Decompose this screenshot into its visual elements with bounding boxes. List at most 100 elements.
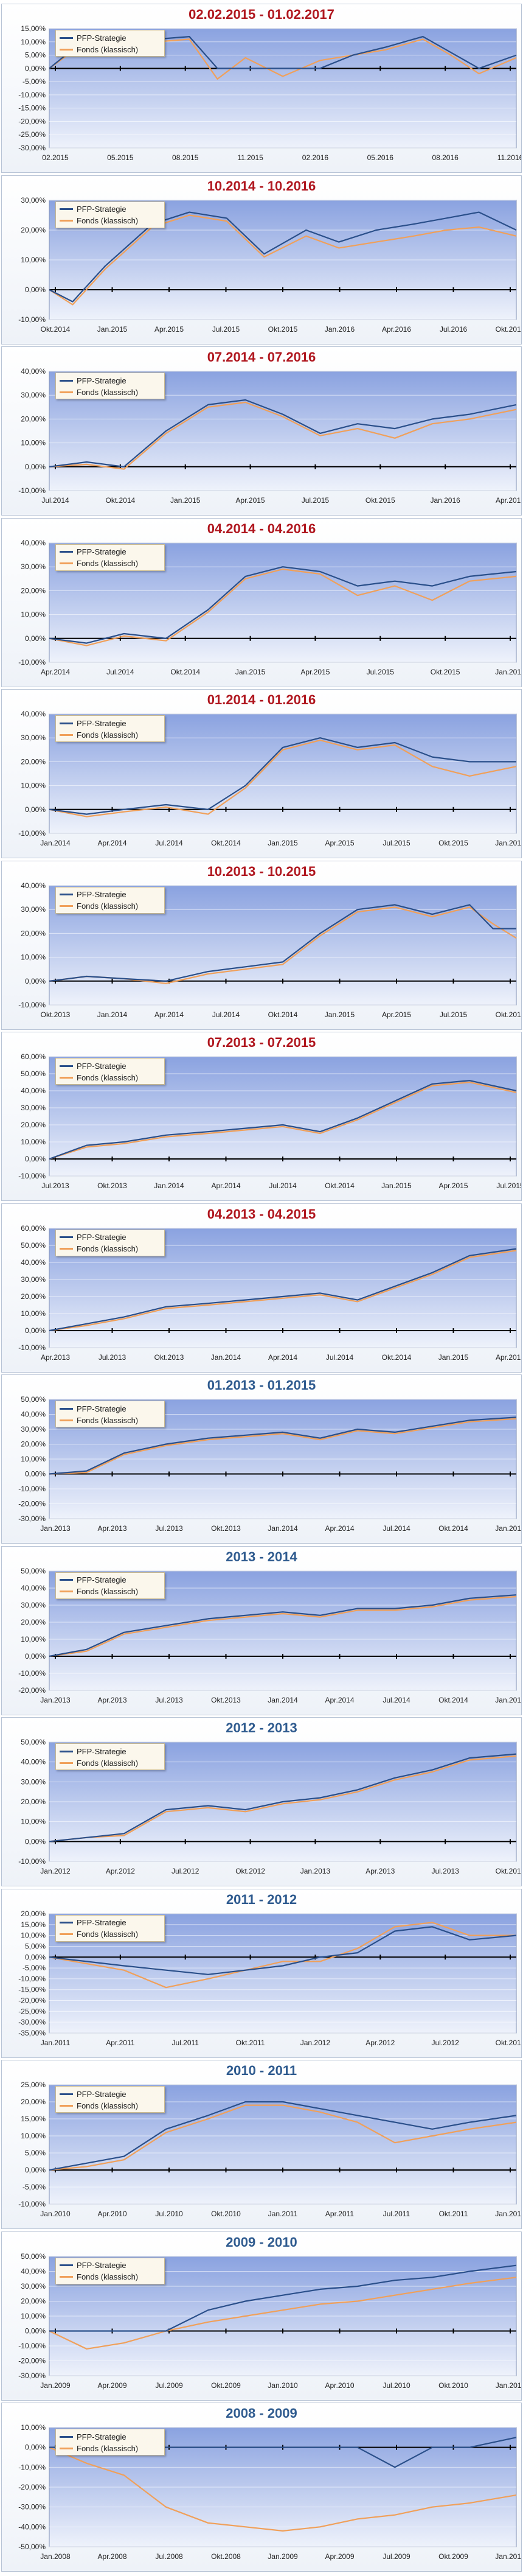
series-line-strategy [49,1753,517,1843]
y-tick-label: 10,00% [21,1138,46,1146]
x-tick-label: Jan.2015 [495,1524,521,1533]
y-tick-label: -35,00% [18,2029,46,2037]
x-tick-label: Okt.2008 [211,2552,241,2561]
legend-swatch [60,894,73,895]
y-tick-label: 0,00% [25,64,46,72]
legend: PFP-Strategie Fonds (klassisch) [55,1914,165,1942]
x-tick-label: Jan.2012 [495,2210,521,2218]
x-tick-label: Okt.2016 [496,325,521,334]
legend-swatch [60,1076,73,1079]
x-tick-label: Apr.2014 [211,1181,240,1190]
y-tick-label: 40,00% [21,881,46,890]
x-tick-label: Jul.2009 [155,2381,183,2390]
y-tick-label: -10,00% [18,829,46,838]
x-tick-label: Okt.2011 [236,2039,265,2047]
chart-title: 02.02.2015 - 01.02.2017 [189,7,334,22]
legend-item: PFP-Strategie [60,2260,126,2271]
legend-swatch [60,2276,73,2278]
x-tick-label: 02.2016 [302,153,329,162]
legend: PFP-Strategie Fonds (klassisch) [55,2257,165,2284]
y-tick-label: 0,00% [25,463,46,471]
legend-swatch [60,722,73,724]
chart-title: 10.2014 - 10.2016 [207,178,316,194]
legend-item: Fonds (klassisch) [60,1072,138,1083]
x-tick-label: Jul.2011 [171,2039,199,2047]
y-tick-label: 30,00% [21,733,46,742]
x-tick-label: Jan.2016 [495,668,521,676]
y-tick-label: -30,00% [18,2503,46,2511]
y-tick-label: 40,00% [21,539,46,547]
y-tick-label: 40,00% [21,1087,46,1095]
chart-title: 04.2013 - 04.2015 [207,1206,316,1222]
legend-label: Fonds (klassisch) [77,1415,139,1425]
x-tick-label: Jan.2008 [40,2552,71,2561]
x-tick-label: Apr.2015 [154,325,184,334]
legend-label: PFP-Strategie [77,1061,126,1071]
x-tick-label: Jan.2015 [97,325,128,334]
x-tick-label: Jan.2015 [325,1010,355,1019]
y-tick-label: 10,00% [21,1818,46,1826]
y-tick-label: -30,00% [18,144,46,152]
series-line-strategy [49,565,517,644]
x-tick-label: Jan.2015 [495,1696,521,1704]
x-tick-label: Apr.2015 [236,496,265,505]
y-tick-label: 20,00% [21,1618,46,1626]
x-tick-label: Apr.2014 [325,1524,354,1533]
y-tick-label: -10,00% [18,1001,46,1009]
legend-item: PFP-Strategie [60,547,126,558]
chart-panel: 01.2014 - 01.2016 40,00% 30,00% 20,00% 10,00… [1,689,522,858]
legend-item: Fonds (klassisch) [60,729,138,740]
legend-label: PFP-Strategie [77,718,126,728]
x-tick-label: Okt.2013 [211,1524,241,1533]
x-tick-label: Apr.2014 [154,1010,184,1019]
x-tick-label: Jan.2011 [268,2210,298,2218]
x-tick-label: Okt.2014 [325,1181,355,1190]
y-tick-label: -20,00% [18,1686,46,1695]
y-tick-label: 40,00% [21,1758,46,1766]
y-tick-label: 50,00% [21,2252,46,2261]
chart-panel: 02.02.2015 - 01.02.2017 15,00% 10,00% 5,00%… [1,4,522,173]
x-tick-label: Apr.2010 [325,2381,354,2390]
y-tick-label: 60,00% [21,1224,46,1233]
legend-item: Fonds (klassisch) [60,558,138,569]
x-tick-label: Apr.2014 [325,1696,354,1704]
legend-item: Fonds (klassisch) [60,1929,138,1940]
x-tick-label: Jan.2013 [300,1867,331,1875]
legend-label: PFP-Strategie [77,2261,126,2270]
x-tick-label: Jul.2015 [496,1181,521,1190]
legend-label: Fonds (klassisch) [77,216,139,225]
series-line-fund [49,1418,517,1475]
chart-title: 2011 - 2012 [226,1891,297,1907]
series-line-fund [49,401,517,470]
legend-label: PFP-Strategie [77,205,126,214]
y-tick-label: -10,00% [18,2342,46,2350]
legend-label: Fonds (klassisch) [77,2443,139,2453]
x-tick-label: Okt.2014 [438,1696,468,1704]
x-tick-label: Apr.2013 [365,1867,395,1875]
x-tick-label: Jan.2016 [495,839,521,847]
legend-label: PFP-Strategie [77,376,126,385]
x-tick-label: Okt.2013 [496,1867,521,1875]
chart-panel: 2011 - 2012 20,00% 15,00% 10,00% 5,00% 0,00% -… [1,1888,522,2058]
y-tick-label: 30,00% [21,1104,46,1112]
x-tick-label: Okt.2015 [496,1010,521,1019]
y-tick-label: 30,00% [21,2282,46,2291]
chart-panel: 01.2013 - 01.2015 50,00% 40,00% 30,00% 20,00… [1,1374,522,1544]
series-line-strategy [49,1925,517,1975]
chart-panel: 04.2013 - 04.2015 60,00% 50,00% 40,00% 30,00… [1,1203,522,1373]
x-tick-label: Jan.2011 [41,2039,71,2047]
legend-item: PFP-Strategie [60,32,126,43]
legend-swatch [60,1236,73,1238]
y-tick-label: 30,00% [21,1601,46,1609]
legend-item: PFP-Strategie [60,375,126,386]
y-tick-label: 20,00% [21,2098,46,2106]
y-tick-label: 50,00% [21,1241,46,1250]
y-tick-label: -10,00% [18,2463,46,2471]
legend-item: Fonds (klassisch) [60,44,138,55]
x-tick-label: Jul.2014 [383,1524,410,1533]
x-tick-label: Jul.2015 [383,839,410,847]
legend-swatch [60,1762,73,1764]
legend: PFP-Strategie Fonds (klassisch) [55,1058,165,1085]
y-tick-label: 40,00% [21,1258,46,1267]
